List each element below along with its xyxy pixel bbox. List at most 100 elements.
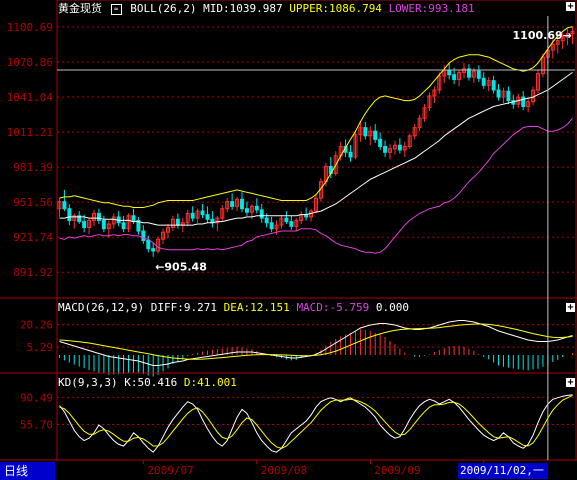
candle-body	[269, 222, 274, 230]
expand-price-panel-button[interactable]: +	[566, 1, 575, 12]
candle-body	[501, 90, 506, 98]
candle-body	[466, 68, 471, 78]
candle-body	[363, 127, 368, 137]
kd-panel[interactable]	[59, 394, 573, 453]
candle-body	[62, 201, 67, 210]
axes	[0, 0, 577, 464]
macd-dea-label: DEA:12.151	[223, 301, 290, 314]
macd-diff-label: DIFF:9.271	[150, 301, 217, 314]
candle-body	[279, 217, 284, 226]
candle-body	[407, 135, 412, 147]
candle-body	[264, 217, 269, 224]
candle-body	[447, 69, 452, 76]
y-tick-label: 981.39	[13, 161, 53, 174]
candle-body	[249, 205, 254, 213]
candle-body	[526, 101, 531, 107]
candle-body	[77, 215, 82, 223]
candle-body	[259, 209, 264, 219]
y-tick-label: 1041.04	[7, 91, 54, 104]
candle-body	[496, 89, 501, 98]
candle-body	[244, 208, 249, 213]
boll-upper-label: UPPER:1086.794	[289, 2, 382, 15]
price-panel[interactable]: ←905.48 1100.69→	[57, 26, 575, 274]
candle-body	[235, 198, 240, 207]
y-tick-label: 1011.21	[7, 126, 53, 139]
candle-body	[170, 218, 175, 228]
boll-lower-label: LOWER:993.181	[388, 2, 475, 15]
candle-body	[289, 221, 294, 227]
expand-kd-panel-button[interactable]: +	[566, 377, 575, 388]
candle-body	[358, 127, 363, 136]
candle-body	[141, 230, 146, 241]
candle-body	[471, 70, 476, 78]
candle-body	[462, 68, 466, 73]
expand-macd-panel-button[interactable]: +	[566, 302, 575, 313]
candle-body	[205, 214, 210, 220]
grid-lines	[57, 26, 575, 425]
y-tick-label: 55.70	[20, 418, 53, 431]
macd-panel-header: MACD(26,12,9) DIFF:9.271 DEA:12.151 MACD…	[58, 301, 409, 315]
candle-body	[190, 212, 195, 219]
y-tick-label: 921.74	[13, 231, 53, 244]
candle-body	[166, 227, 170, 233]
x-tick-label: 2009/08	[261, 464, 307, 477]
candle-body	[540, 56, 545, 75]
candle-body	[353, 134, 358, 158]
candle-body	[452, 74, 457, 80]
candle-body	[175, 218, 180, 226]
candle-body	[491, 80, 496, 91]
x-tick-label: 2009/09	[374, 464, 420, 477]
candle-body	[284, 217, 289, 223]
candle-body	[373, 130, 378, 140]
boll-lower-line	[59, 117, 573, 254]
macd-zero-label: 0.000	[375, 301, 410, 314]
candle-body	[121, 222, 126, 230]
candle-body	[101, 219, 106, 230]
candle-body	[230, 201, 235, 207]
candle-body	[333, 155, 338, 174]
candle-body	[72, 215, 77, 221]
candle-body	[126, 215, 131, 230]
candle-body	[427, 95, 432, 109]
y-tick-label: 1100.69	[7, 21, 53, 34]
candle-body	[348, 151, 353, 158]
y-tick-label: 891.92	[13, 266, 53, 279]
candle-body	[521, 96, 526, 107]
y-tick-label: 951.56	[13, 196, 53, 209]
candle-body	[294, 219, 299, 227]
candle-body	[136, 219, 141, 232]
tick-labels: 1100.69 1070.86 1041.04 1011.21 981.39 951.56…	[7, 21, 534, 477]
candle-body	[185, 212, 190, 224]
macd-name-label: MACD(26,12,9)	[58, 301, 145, 314]
period-badge[interactable]: 日线	[0, 462, 55, 480]
candle-body	[560, 36, 565, 42]
price-annotation: ←905.48	[155, 260, 207, 273]
candle-body	[486, 80, 491, 86]
candle-body	[417, 117, 422, 129]
candle-body	[106, 223, 111, 230]
candle-body	[378, 138, 383, 147]
macd-value-label: MACD:-5.759	[296, 301, 370, 314]
candle-body	[96, 212, 101, 221]
price-annotation: 1100.69→	[513, 29, 572, 42]
candle-body	[565, 33, 570, 38]
boll-upper-line	[59, 26, 573, 208]
macd-panel[interactable]	[58, 320, 574, 377]
candle-body	[476, 70, 481, 79]
candle-body	[392, 144, 397, 150]
candle-body	[254, 205, 259, 211]
candle-body	[200, 210, 205, 216]
macd-dea-line	[59, 323, 573, 360]
candle-body	[82, 221, 87, 228]
candle-body	[161, 231, 166, 240]
candle-body	[555, 40, 560, 45]
cursor-date-label: 2009/11/02,一	[458, 463, 548, 479]
y-tick-label: 90.49	[20, 391, 53, 404]
candle-body	[383, 145, 388, 153]
candle-body	[274, 224, 279, 230]
kd-d-label: D:41.001	[183, 376, 237, 389]
candle-body	[432, 89, 437, 97]
candle-body	[536, 73, 540, 91]
kd-d-line	[59, 394, 573, 449]
kd-k-label: K:50.416	[124, 376, 178, 389]
